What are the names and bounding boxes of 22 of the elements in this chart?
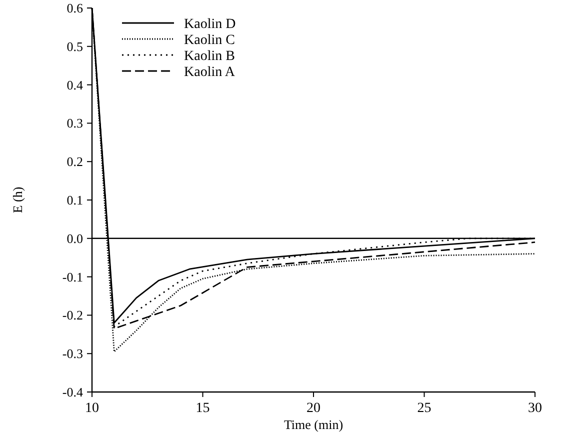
x-tick-label: 15	[196, 401, 210, 416]
y-tick-label: 0.6	[66, 0, 84, 16]
x-axis-title: Time (min)	[284, 417, 344, 432]
y-tick-label: -0.2	[62, 308, 83, 323]
x-tick-label: 20	[306, 401, 320, 416]
y-tick-label: 0.5	[66, 38, 83, 54]
legend-label: Kaolin A	[184, 65, 236, 80]
y-tick-label: 0.0	[66, 230, 83, 246]
legend-label: Kaolin B	[184, 49, 235, 64]
y-tick-label: 0.2	[66, 154, 83, 170]
y-tick-label: -0.1	[62, 269, 83, 284]
y-tick-label: 0.4	[66, 77, 84, 92]
x-tick-label: 10	[85, 401, 99, 416]
y-tick-label: -0.3	[62, 346, 83, 362]
legend-label: Kaolin D	[184, 17, 236, 32]
x-tick-label: 25	[417, 401, 432, 416]
y-tick-label: -0.4	[62, 384, 84, 400]
y-tick-label: 0.3	[66, 116, 83, 131]
y-tick-label: 0.1	[66, 192, 83, 208]
legend-label: Kaolin C	[184, 33, 235, 48]
x-tick-label: 30	[528, 401, 542, 416]
y-axis-title: E (h)	[10, 186, 25, 214]
